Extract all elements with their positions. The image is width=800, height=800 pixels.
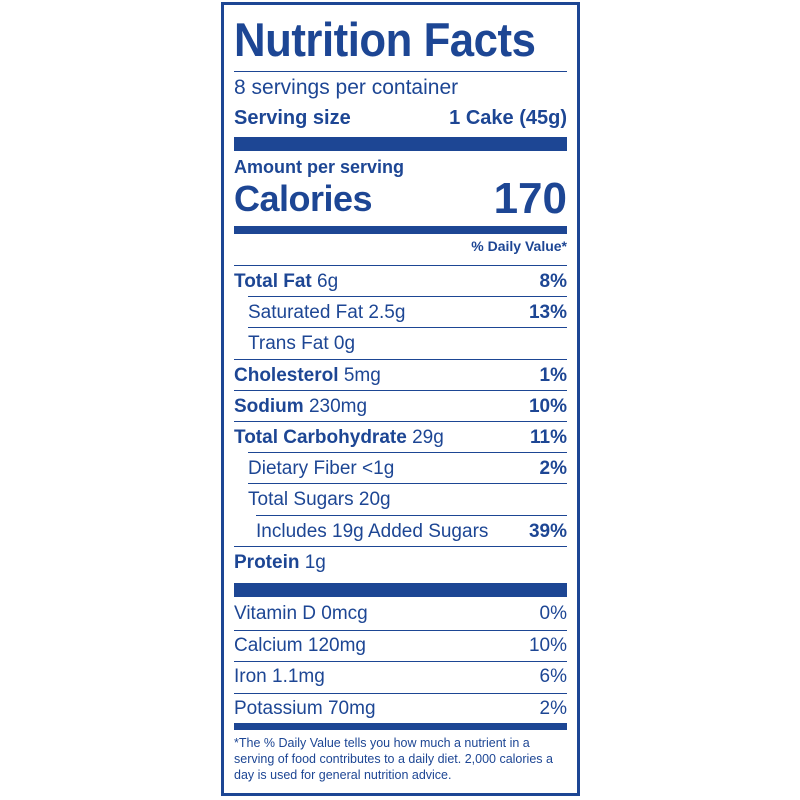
servings-per-container: 8 servings per container: [234, 76, 459, 99]
nutrient-divider: [256, 514, 567, 516]
nutrient-name: Includes 19g Added Sugars: [256, 520, 489, 542]
nutrient-amount: 230mg: [308, 395, 368, 417]
nutrient-row: Total Fat 6g 8%: [234, 267, 567, 297]
nutrient-name: Cholesterol: [234, 364, 339, 386]
nutrient-divider: [248, 327, 567, 329]
serving-size-row: Serving size 1 Cake (45g): [234, 104, 567, 132]
vitamin-row: Calcium 120mg 10%: [234, 631, 567, 661]
nutrient-amount: <1g: [362, 458, 395, 480]
footnote-divider: [234, 723, 567, 730]
nutrient-daily-value: 1%: [539, 364, 567, 386]
nutrient-divider: [234, 545, 567, 547]
nutrient-name: Saturated Fat: [248, 302, 364, 324]
nutrient-row: Sodium 230mg 10%: [234, 392, 567, 422]
nutrient-row: Trans Fat 0g: [234, 329, 567, 359]
nutrient-row: Cholesterol 5mg 1%: [234, 361, 567, 391]
nutrient-name: Total Fat: [234, 271, 312, 292]
serving-size-label: Serving size: [234, 106, 351, 129]
serving-size-value: 1 Cake (45g): [449, 106, 567, 129]
nutrient-amount: 20g: [358, 489, 391, 511]
nutrient-divider: [248, 296, 567, 298]
nutrient-divider: [248, 483, 567, 485]
vitamin-divider: [234, 661, 567, 662]
nutrient-row: Protein 1g: [234, 548, 567, 578]
nutrient-name: Sodium: [234, 395, 304, 417]
nutrient-daily-value: 13%: [528, 302, 567, 324]
vitamin-name: Vitamin D 0mcg: [234, 603, 368, 624]
nutrient-daily-value: 10%: [528, 395, 567, 417]
nutrient-name: Dietary Fiber: [248, 458, 357, 480]
nutrient-daily-value: 39%: [528, 520, 567, 542]
nutrient-name: Total Carbohydrate: [234, 427, 407, 448]
nutrient-amount: 29g: [412, 427, 444, 448]
vitamin-divider: [234, 629, 567, 631]
nutrient-row: Total Sugars 20g: [234, 485, 567, 515]
nutrient-name: Protein: [234, 551, 300, 573]
nutrient-name: Total Sugars: [248, 489, 354, 511]
vitamin-daily-value: 6%: [539, 666, 567, 687]
amount-per-serving: Amount per serving: [234, 157, 405, 177]
vitamin-name: Iron 1.1mg: [234, 666, 325, 687]
nutrient-name: Trans Fat: [248, 333, 329, 355]
nutrient-divider: [234, 265, 567, 266]
nutrient-amount: 0g: [333, 333, 356, 355]
calories-value: 170: [493, 174, 567, 223]
vitamin-daily-value: 10%: [528, 634, 567, 656]
nutrient-row: Dietary Fiber <1g 2%: [234, 454, 567, 484]
nutrient-amount: 2.5g: [368, 302, 406, 324]
nutrient-daily-value: 2%: [539, 458, 567, 480]
vitamin-daily-value: 0%: [539, 603, 567, 624]
calories-label: Calories: [234, 178, 373, 219]
medium-divider: [234, 226, 567, 234]
nutrient-divider: [248, 452, 567, 454]
title-divider: [234, 71, 567, 72]
daily-value-header: % Daily Value*: [471, 238, 567, 254]
nutrient-daily-value: 11%: [530, 427, 567, 448]
vitamin-name: Potassium 70mg: [234, 697, 376, 719]
vitamin-row: Vitamin D 0mcg 0%: [234, 599, 567, 629]
vitamin-row: Iron 1.1mg 6%: [234, 662, 567, 692]
vitamin-row: Potassium 70mg 2%: [234, 694, 567, 724]
nutrient-row: Total Carbohydrate 29g 11%: [234, 423, 567, 453]
calories-row: Calories 170: [234, 174, 567, 223]
thick-divider-bottom: [234, 583, 567, 597]
label-title: Nutrition Facts: [234, 13, 536, 66]
nutrition-facts-label: Nutrition Facts 8 servings per container…: [221, 2, 580, 796]
nutrient-daily-value: 8%: [539, 271, 567, 292]
nutrient-amount: 5mg: [343, 364, 381, 386]
nutrient-divider: [234, 421, 567, 422]
footnote: *The % Daily Value tells you how much a …: [234, 736, 553, 782]
nutrient-row: Saturated Fat 2.5g 13%: [234, 298, 567, 328]
nutrient-row: Includes 19g Added Sugars 39%: [234, 517, 567, 547]
vitamin-daily-value: 2%: [539, 697, 567, 719]
thick-divider-top: [234, 137, 567, 151]
nutrient-divider: [234, 389, 567, 391]
vitamin-divider: [234, 692, 567, 694]
nutrient-amount: 6g: [317, 271, 339, 292]
vitamin-name: Calcium 120mg: [234, 634, 366, 656]
nutrient-amount: 1g: [304, 551, 326, 573]
nutrient-divider: [234, 358, 567, 360]
